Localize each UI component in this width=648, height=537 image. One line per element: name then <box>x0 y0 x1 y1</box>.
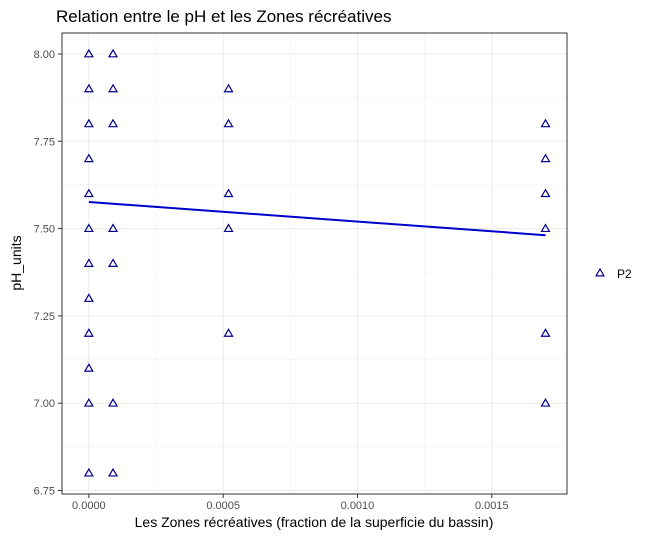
y-tick-label: 8.00 <box>34 49 55 61</box>
data-point <box>83 467 94 477</box>
data-point <box>540 223 551 233</box>
data-point <box>107 258 119 267</box>
data-point <box>540 118 551 128</box>
legend: P2 <box>594 267 632 281</box>
y-tick-label: 7.50 <box>34 224 55 236</box>
x-tick-label: 0.0015 <box>475 500 509 512</box>
x-tick-label: 0.0005 <box>206 500 240 512</box>
data-point <box>83 328 94 337</box>
data-point <box>107 83 119 93</box>
data-point <box>107 398 119 407</box>
data-point <box>83 83 94 93</box>
panel-border <box>61 32 568 495</box>
data-point <box>83 293 94 302</box>
data-point <box>223 118 234 128</box>
data-point <box>107 467 119 477</box>
trend-line <box>88 201 546 237</box>
y-axis-title: pH_units <box>8 235 24 290</box>
points-layer <box>83 48 551 477</box>
legend-marker-p2 <box>594 267 606 277</box>
data-point <box>83 258 94 267</box>
data-point <box>540 398 551 407</box>
x-axis-ticks: 0.0000 0.0005 0.0010 0.0015 <box>72 494 509 512</box>
data-point <box>107 118 119 128</box>
data-point <box>83 153 94 163</box>
y-axis-ticks: 6.75 7.00 7.25 7.50 7.75 8.00 <box>34 49 62 498</box>
data-point <box>223 223 234 233</box>
data-point <box>83 188 94 198</box>
data-point <box>223 328 234 337</box>
data-point <box>83 118 94 128</box>
data-point <box>540 328 551 337</box>
y-tick-label: 7.25 <box>34 311 55 323</box>
data-point <box>83 223 94 233</box>
data-point <box>83 363 94 372</box>
data-point <box>107 223 119 233</box>
x-tick-label: 0.0010 <box>341 500 375 512</box>
x-tick-label: 0.0000 <box>72 500 106 512</box>
data-point <box>223 83 234 93</box>
data-point <box>83 48 94 58</box>
y-tick-label: 7.75 <box>34 136 55 148</box>
data-point <box>223 188 234 198</box>
data-point <box>540 153 551 163</box>
x-axis-title: Les Zones récréatives (fraction de la su… <box>135 514 494 530</box>
data-point <box>83 398 94 407</box>
y-tick-label: 7.00 <box>34 398 55 410</box>
chart-title: Relation entre le pH et les Zones récréa… <box>56 7 391 26</box>
trend-layer <box>88 201 546 237</box>
legend-label-p2: P2 <box>617 267 632 281</box>
grid <box>62 33 567 494</box>
data-point <box>540 188 551 198</box>
data-point <box>107 48 119 58</box>
y-tick-label: 6.75 <box>34 486 55 498</box>
